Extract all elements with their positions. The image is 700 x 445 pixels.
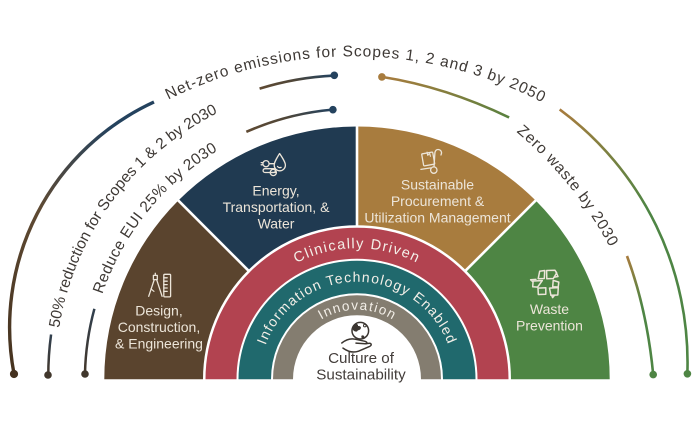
svg-text:Design,Construction,& Engineer: Design, Construction, & Engineering — [115, 303, 203, 352]
svg-text:Energy,Transportation, &Water: Energy, Transportation, & Water — [223, 183, 331, 232]
